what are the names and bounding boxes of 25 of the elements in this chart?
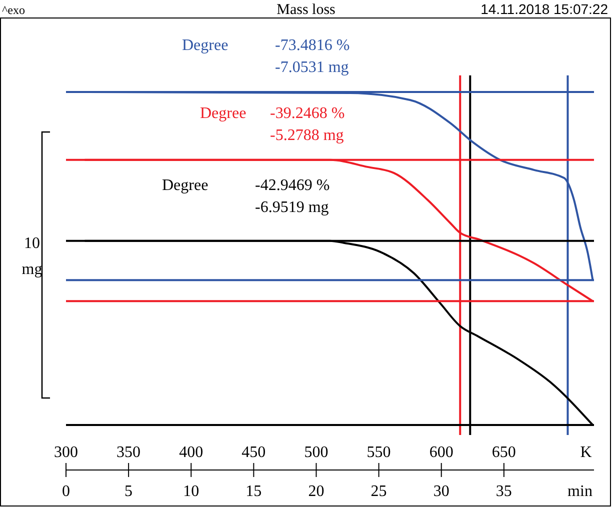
x2-tick-label: 25 xyxy=(370,483,387,500)
x-tick-label: 600 xyxy=(429,444,454,461)
text: Degree -39.2468 % -5.2788 mg xyxy=(200,105,345,144)
x-tick-label: 300 xyxy=(54,444,78,461)
x2-tick-label: 10 xyxy=(183,483,200,500)
x-tick-label: 650 xyxy=(492,444,516,461)
text: ^exo xyxy=(2,3,25,17)
chart-title: Mass loss xyxy=(276,2,336,18)
x2-tick-label: 5 xyxy=(124,483,133,500)
text: 14.11.2018 15:07:22 xyxy=(480,1,608,17)
x2-axis-title: min xyxy=(568,483,592,500)
x-axis-title: K xyxy=(580,444,592,461)
x2-tick-label: 0 xyxy=(62,483,70,500)
x-tick-label: 450 xyxy=(242,444,266,461)
text: Degree -42.9469 % -6.9519 mg xyxy=(162,177,330,216)
x2-tick-label: 15 xyxy=(246,483,262,500)
x-tick-label: 350 xyxy=(116,444,141,461)
x2-tick-label: 20 xyxy=(308,483,324,500)
x2-tick-label: 35 xyxy=(496,483,512,500)
text: 10 mg xyxy=(22,235,42,278)
x-tick-label: 500 xyxy=(304,444,328,461)
x-tick-label: 550 xyxy=(366,444,391,461)
x2-tick-label: 30 xyxy=(433,483,450,500)
text: Degree -73.4816 % -7.0531 mg xyxy=(182,37,350,76)
x-tick-label: 400 xyxy=(179,444,204,461)
